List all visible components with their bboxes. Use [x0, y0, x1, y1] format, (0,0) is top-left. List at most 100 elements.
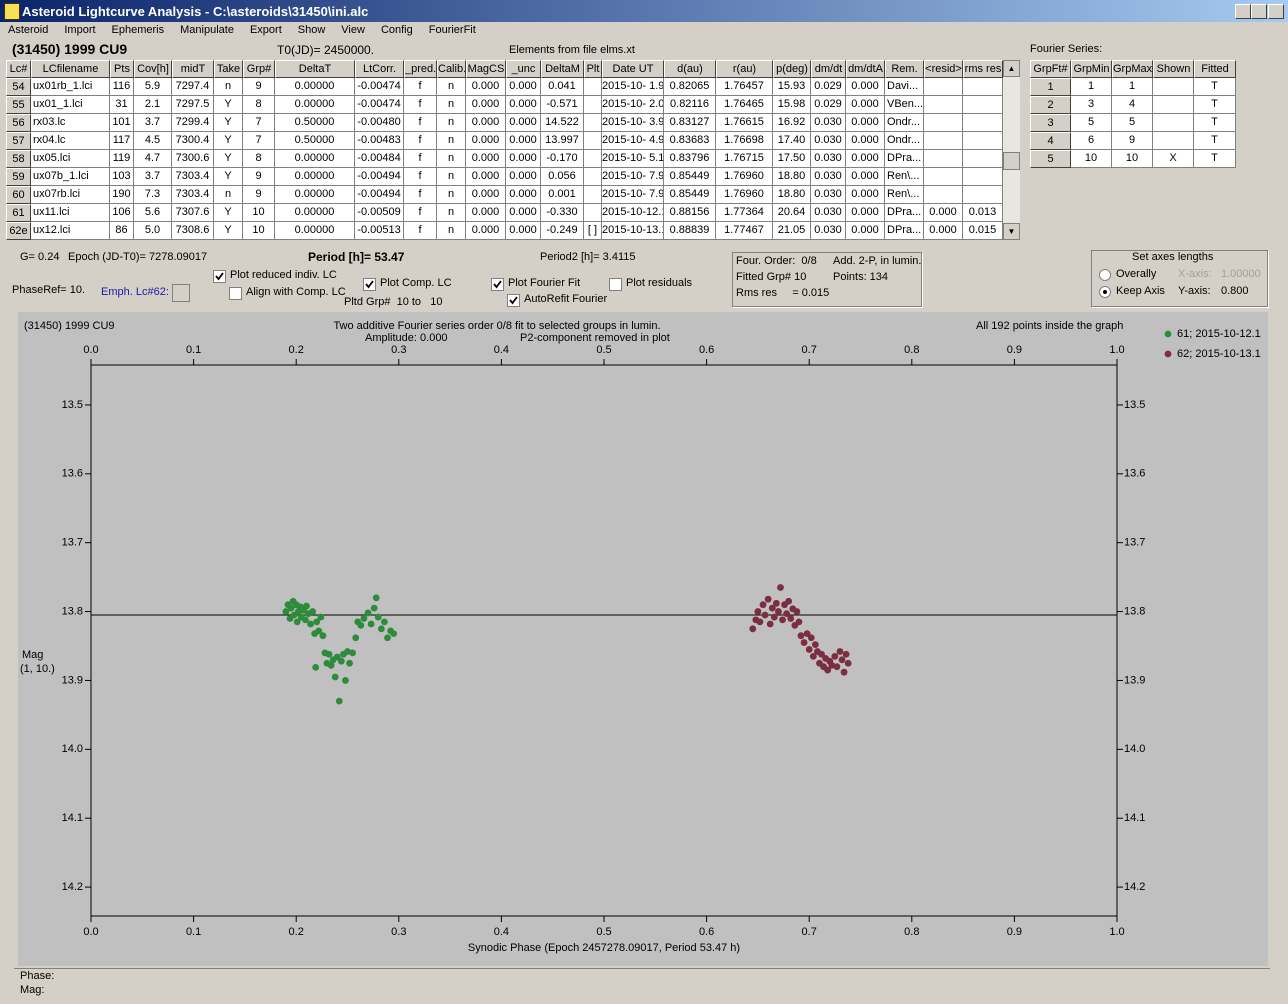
column-header[interactable]: Lc# — [6, 60, 31, 78]
table-cell: 0.88156 — [664, 204, 716, 222]
column-header[interactable]: Cov[h] — [134, 60, 172, 78]
column-header[interactable]: Date UT — [602, 60, 664, 78]
data-point — [842, 650, 850, 658]
checkbox-label[interactable]: Plot reduced indiv. LC — [230, 269, 337, 281]
row-header[interactable]: 61 — [6, 204, 31, 222]
menu-item[interactable]: Export — [249, 24, 282, 36]
column-header[interactable]: GrpMax — [1112, 60, 1153, 78]
x-tick-label: 0.0 — [83, 926, 98, 938]
x-tick-label: 0.0 — [83, 344, 98, 356]
column-header[interactable]: GrpFt# — [1030, 60, 1071, 78]
row-header[interactable]: 59 — [6, 168, 31, 186]
table-cell — [963, 186, 1003, 204]
row-header[interactable]: 2 — [1030, 96, 1071, 114]
table-cell: 18.80 — [773, 168, 811, 186]
minimize-button[interactable] — [1235, 4, 1251, 19]
menu-item[interactable]: Manipulate — [180, 24, 234, 36]
column-header[interactable]: Calib. — [437, 60, 466, 78]
table-cell — [1153, 132, 1194, 150]
radio-label[interactable]: Keep Axis — [1116, 285, 1165, 297]
menu-item[interactable]: Import — [64, 24, 96, 36]
table-cell: Ren\... — [885, 168, 924, 186]
checkbox[interactable] — [229, 287, 242, 300]
column-header[interactable]: midT — [172, 60, 214, 78]
column-header[interactable]: dm/dtA — [846, 60, 885, 78]
table-cell: T — [1194, 96, 1236, 114]
column-header[interactable]: dm/dt — [811, 60, 846, 78]
menu-item[interactable]: Config — [380, 24, 413, 36]
checkbox[interactable] — [609, 278, 622, 291]
checkbox-label[interactable]: Plot residuals — [626, 277, 693, 289]
column-header[interactable]: DeltaM — [541, 60, 584, 78]
row-header[interactable]: 54 — [6, 78, 31, 96]
column-header[interactable]: Plt — [584, 60, 602, 78]
scroll-thumb[interactable] — [1003, 152, 1020, 170]
data-point — [384, 634, 391, 642]
column-header[interactable]: rms res — [963, 60, 1003, 78]
table-cell: 8 — [243, 150, 275, 168]
row-header[interactable]: 1 — [1030, 78, 1071, 96]
menu-item[interactable]: Ephemeris — [111, 24, 165, 36]
checkbox-label[interactable]: Plot Fourier Fit — [508, 277, 581, 289]
column-header[interactable]: Take — [214, 60, 243, 78]
column-header[interactable]: Pts — [110, 60, 134, 78]
column-header[interactable]: LCfilename — [31, 60, 110, 78]
row-header[interactable]: 57 — [6, 132, 31, 150]
fit-info: Rms res = 0.015 — [736, 287, 830, 299]
radio-label[interactable]: Overally — [1116, 268, 1157, 280]
data-point — [779, 616, 786, 624]
column-header[interactable]: d(au) — [664, 60, 716, 78]
x-tick-label: 0.1 — [186, 926, 201, 938]
menu-item[interactable]: Asteroid — [8, 24, 49, 36]
epoch-value: Epoch (JD-T0)= 7278.09017 — [68, 251, 208, 263]
checkbox-label[interactable]: AutoRefit Fourier — [524, 293, 608, 305]
data-point — [327, 661, 335, 669]
checkbox[interactable] — [213, 270, 226, 283]
data-point — [838, 656, 846, 664]
data-point — [302, 616, 309, 624]
scroll-up[interactable]: ▲ — [1003, 60, 1020, 77]
restore-button[interactable] — [1251, 4, 1267, 19]
column-header[interactable]: p(deg) — [773, 60, 811, 78]
row-header[interactable]: 3 — [1030, 114, 1071, 132]
checkbox-label[interactable]: Plot Comp. LC — [380, 277, 452, 289]
checkbox[interactable] — [363, 278, 376, 291]
menu-item[interactable]: FourierFit — [428, 24, 476, 36]
checkbox[interactable] — [507, 294, 520, 307]
scroll-down[interactable]: ▼ — [1003, 223, 1020, 240]
column-header[interactable]: MagCS — [466, 60, 506, 78]
table-cell: 0.00000 — [275, 204, 355, 222]
menu-item[interactable]: Show — [297, 24, 326, 36]
row-header[interactable]: 4 — [1030, 132, 1071, 150]
column-header[interactable]: Shown — [1153, 60, 1194, 78]
table-cell: 0.000 — [846, 96, 885, 114]
column-header[interactable]: _unc — [506, 60, 541, 78]
column-header[interactable]: Rem. — [885, 60, 924, 78]
column-header[interactable]: _pred. — [404, 60, 437, 78]
column-header[interactable]: <resid> — [924, 60, 963, 78]
column-header[interactable]: r(au) — [716, 60, 773, 78]
close-button[interactable] — [1268, 4, 1284, 19]
emph-spinner[interactable] — [172, 284, 190, 302]
radio-button[interactable] — [1099, 269, 1111, 281]
row-header[interactable]: 60 — [6, 186, 31, 204]
column-header[interactable]: DeltaT — [275, 60, 355, 78]
data-point — [312, 663, 320, 671]
radio-button[interactable] — [1099, 286, 1111, 298]
table-cell: 7300.6 — [172, 150, 214, 168]
row-header[interactable]: 5 — [1030, 150, 1071, 168]
row-header[interactable]: 62e — [6, 222, 31, 240]
data-point — [303, 602, 310, 610]
checkbox[interactable] — [491, 278, 504, 291]
column-header[interactable]: Fitted — [1194, 60, 1236, 78]
table-cell — [924, 186, 963, 204]
checkbox-label[interactable]: Align with Comp. LC — [246, 286, 346, 298]
column-header[interactable]: LtCorr. — [355, 60, 404, 78]
menu-item[interactable]: View — [341, 24, 365, 36]
column-header[interactable]: GrpMin — [1071, 60, 1112, 78]
row-header[interactable]: 55 — [6, 96, 31, 114]
table-scrollbar[interactable] — [1003, 60, 1020, 240]
row-header[interactable]: 56 — [6, 114, 31, 132]
row-header[interactable]: 58 — [6, 150, 31, 168]
column-header[interactable]: Grp# — [243, 60, 275, 78]
